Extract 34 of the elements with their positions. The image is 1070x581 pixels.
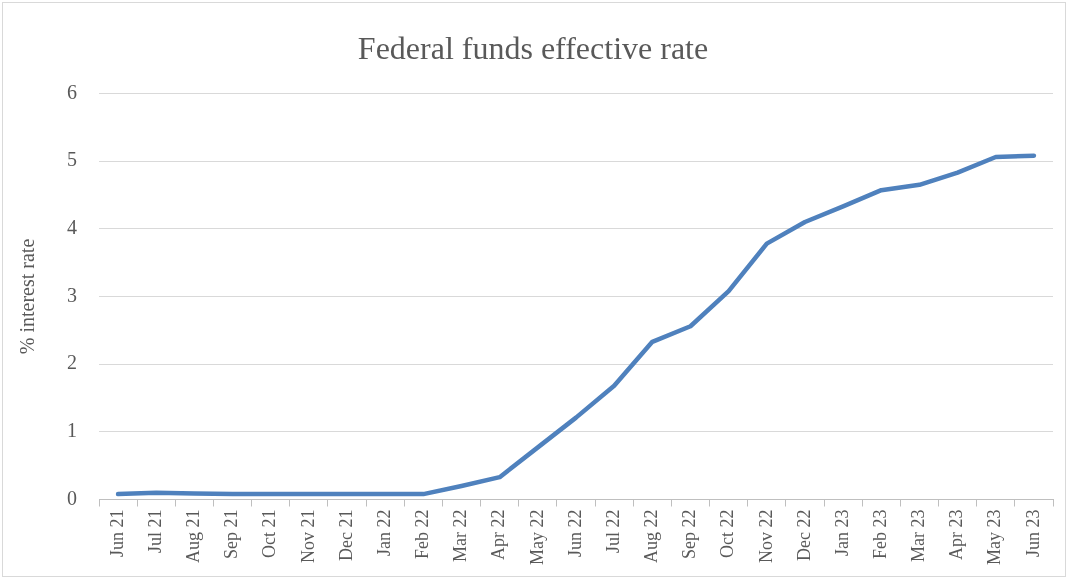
- y-tick-label: 2: [67, 351, 77, 374]
- y-tick-label: 1: [67, 419, 77, 442]
- x-tick-label: Apr 22: [488, 509, 509, 561]
- x-tick-label: May 23: [984, 509, 1005, 566]
- x-tick-label: Jan 23: [831, 509, 852, 557]
- y-tick-label: 5: [67, 148, 77, 171]
- x-tick-label: Nov 22: [755, 509, 776, 564]
- y-tick-label: 0: [67, 486, 77, 509]
- chart-title: Federal funds effective rate: [357, 29, 709, 66]
- x-tick-label: Aug 21: [183, 509, 204, 564]
- x-tick-label: Mar 23: [908, 509, 929, 563]
- x-tick-label: Jun 22: [564, 509, 585, 558]
- x-tick-label: Jun 23: [1022, 509, 1043, 558]
- x-tick-label: Jan 22: [373, 509, 394, 557]
- x-tick-label: Feb 22: [412, 509, 433, 560]
- x-tick-label: Jun 21: [106, 509, 127, 558]
- x-tick-label: Oct 22: [717, 509, 738, 559]
- x-tick-label: Sep 22: [679, 509, 700, 560]
- x-tick-label: Feb 23: [870, 509, 891, 560]
- x-tick-label: Nov 21: [297, 509, 318, 564]
- x-tick-label: Mar 22: [450, 509, 471, 563]
- x-tick-label: Oct 21: [259, 509, 280, 559]
- x-tick-label: Jul 21: [144, 509, 165, 554]
- x-tick-label: May 22: [526, 509, 547, 566]
- x-tick-label: Apr 23: [946, 509, 967, 561]
- y-tick-label: 6: [67, 80, 77, 103]
- y-axis-title: % interest rate: [16, 238, 39, 355]
- y-tick-label: 4: [67, 216, 77, 239]
- x-tick-label: Dec 22: [793, 509, 814, 561]
- x-tick-label: Jul 22: [602, 509, 623, 554]
- y-tick-label: 3: [67, 283, 77, 306]
- x-tick-label: Sep 21: [221, 509, 242, 560]
- x-tick-label: Dec 21: [335, 509, 356, 561]
- x-tick-label: Aug 22: [641, 509, 662, 564]
